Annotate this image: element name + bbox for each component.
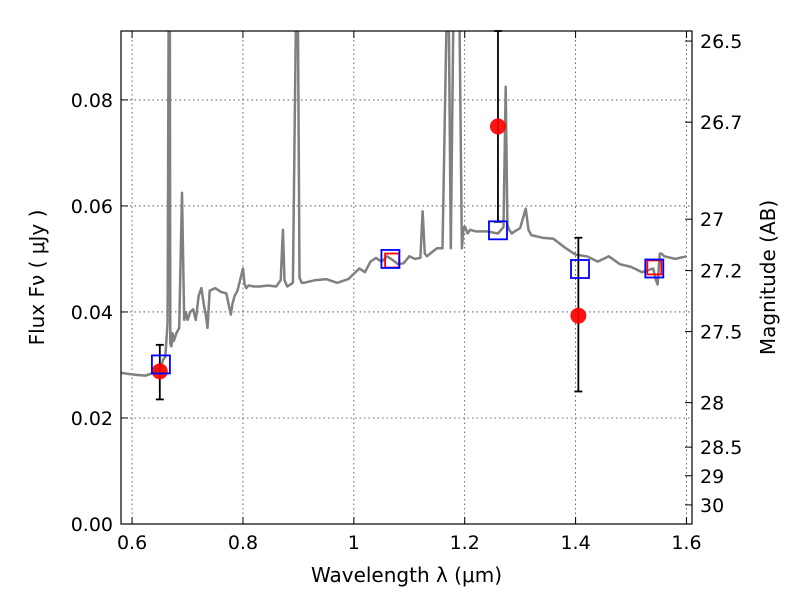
mag-tick-label: 27 [700,209,724,231]
x-tick-label: 1.6 [671,532,701,554]
plot-frame [120,30,693,525]
y-axis-label: Flux Fν ( μJy ) [25,210,49,346]
mag-tick-label: 27.5 [700,322,742,344]
mag-tick-label: 26.7 [700,112,742,134]
model-flux-square [646,259,663,276]
x-tick-label: 0.8 [228,532,258,554]
right-axis-label: Magnitude (AB) [756,200,780,355]
y-tick-label: 0.02 [71,408,113,430]
axis-ticks: 0.6 0.8 1 1.2 1.4 1.6 0.00 0.02 0.04 0.06 0.08 26.5… [71,31,742,554]
measured-flux-point [489,118,506,135]
measured-flux-point [570,307,587,324]
mag-tick-label: 30 [700,495,724,517]
x-tick-label: 1.2 [450,532,480,554]
x-tick-label: 0.6 [117,532,147,554]
mag-tick-label: 28 [700,393,724,415]
y-tick-label: 0.06 [71,196,113,218]
model-flux-square [151,354,171,375]
x-tick-label: 1.4 [560,532,590,554]
x-axis-label: Wavelength λ (μm) [311,563,502,587]
data-points [151,30,665,401]
mag-tick-label: 28.5 [700,437,742,459]
plot-area [121,31,687,377]
measured-flux-point [151,363,168,380]
mag-tick-label: 27.2 [700,261,742,283]
grid-lines [121,31,692,524]
model-flux-square [570,259,590,279]
y-tick-label: 0.04 [71,302,113,324]
spectrum-line [121,31,687,377]
mag-tick-label: 26.5 [700,31,742,53]
y-tick-label: 0.08 [71,90,113,112]
mag-tick-label: 29 [700,466,724,488]
y-tick-label: 0.00 [71,514,113,536]
x-tick-label: 1 [348,532,360,554]
model-flux-square [488,220,508,241]
model-flux-square [380,249,401,269]
model-flux-square [644,258,665,279]
